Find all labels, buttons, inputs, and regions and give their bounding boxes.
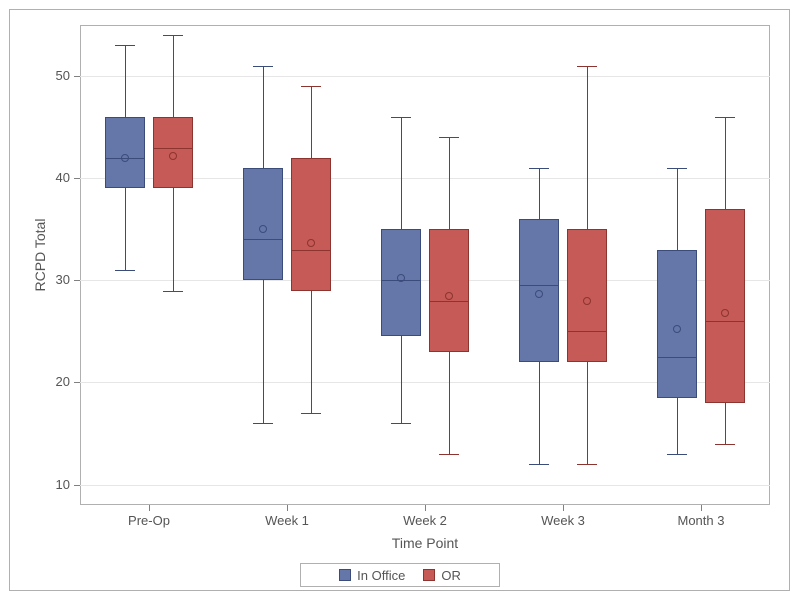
box: [291, 158, 331, 291]
median-line: [243, 239, 283, 240]
whisker-cap: [301, 86, 321, 87]
legend-item-or: OR: [423, 568, 461, 583]
box: [705, 209, 745, 403]
whisker: [125, 188, 126, 270]
y-tick-label: 50: [40, 68, 70, 83]
whisker-cap: [301, 413, 321, 414]
whisker: [125, 45, 126, 116]
whisker: [173, 35, 174, 117]
median-line: [705, 321, 745, 322]
whisker-cap: [391, 117, 411, 118]
whisker: [401, 117, 402, 229]
whisker-cap: [163, 35, 183, 36]
whisker-cap: [529, 168, 549, 169]
y-tick-label: 40: [40, 170, 70, 185]
x-tick: [425, 505, 426, 511]
box: [105, 117, 145, 188]
whisker: [677, 168, 678, 250]
whisker-cap: [715, 117, 735, 118]
median-line: [519, 285, 559, 286]
y-tick: [74, 76, 80, 77]
whisker-cap: [115, 270, 135, 271]
whisker: [401, 336, 402, 423]
box: [657, 250, 697, 398]
median-line: [429, 301, 469, 302]
y-tick-label: 30: [40, 272, 70, 287]
whisker-cap: [391, 423, 411, 424]
mean-marker: [307, 239, 315, 247]
legend: In Office OR: [300, 563, 500, 587]
whisker-cap: [667, 454, 687, 455]
median-line: [291, 250, 331, 251]
mean-marker: [721, 309, 729, 317]
whisker: [311, 86, 312, 157]
box: [381, 229, 421, 336]
median-line: [567, 331, 607, 332]
y-tick-label: 20: [40, 374, 70, 389]
y-tick: [74, 178, 80, 179]
whisker: [263, 66, 264, 168]
legend-swatch-or: [423, 569, 435, 581]
mean-marker: [535, 290, 543, 298]
x-tick: [563, 505, 564, 511]
x-tick-label: Week 1: [237, 513, 337, 528]
whisker-cap: [439, 454, 459, 455]
whisker-cap: [715, 444, 735, 445]
y-tick: [74, 280, 80, 281]
x-tick-label: Month 3: [651, 513, 751, 528]
whisker-cap: [163, 291, 183, 292]
y-tick-label: 10: [40, 477, 70, 492]
whisker-cap: [253, 423, 273, 424]
whisker-cap: [577, 66, 597, 67]
legend-swatch-in-office: [339, 569, 351, 581]
whisker: [587, 66, 588, 229]
gridline: [80, 76, 770, 77]
median-line: [153, 148, 193, 149]
x-tick: [287, 505, 288, 511]
whisker: [539, 168, 540, 219]
x-tick-label: Week 3: [513, 513, 613, 528]
y-tick: [74, 485, 80, 486]
box: [243, 168, 283, 280]
whisker: [725, 117, 726, 209]
whisker: [449, 137, 450, 229]
whisker-cap: [577, 464, 597, 465]
whisker: [449, 352, 450, 454]
whisker-cap: [115, 45, 135, 46]
box: [429, 229, 469, 352]
x-tick-label: Week 2: [375, 513, 475, 528]
mean-marker: [445, 292, 453, 300]
whisker-cap: [529, 464, 549, 465]
x-tick: [149, 505, 150, 511]
y-tick: [74, 382, 80, 383]
whisker: [173, 188, 174, 290]
mean-marker: [169, 152, 177, 160]
whisker-cap: [667, 168, 687, 169]
whisker-cap: [439, 137, 459, 138]
whisker: [725, 403, 726, 444]
legend-label-in-office: In Office: [357, 568, 405, 583]
whisker: [587, 362, 588, 464]
mean-marker: [121, 154, 129, 162]
mean-marker: [583, 297, 591, 305]
x-tick-label: Pre-Op: [99, 513, 199, 528]
y-axis-title: RCPD Total: [32, 205, 48, 305]
median-line: [657, 357, 697, 358]
whisker: [263, 280, 264, 423]
whisker-cap: [253, 66, 273, 67]
whisker: [539, 362, 540, 464]
box: [567, 229, 607, 362]
whisker: [677, 398, 678, 454]
whisker: [311, 291, 312, 414]
gridline: [80, 485, 770, 486]
legend-label-or: OR: [441, 568, 461, 583]
legend-item-in-office: In Office: [339, 568, 405, 583]
x-axis-title: Time Point: [365, 535, 485, 551]
x-tick: [701, 505, 702, 511]
